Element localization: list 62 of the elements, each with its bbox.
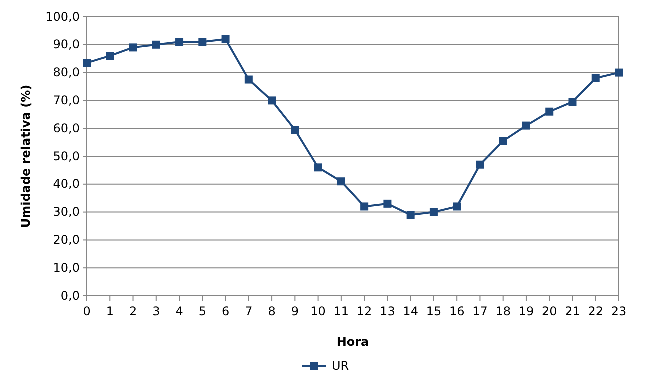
x-tick-label: 2 [129, 304, 138, 319]
point [129, 44, 138, 52]
point [176, 38, 184, 46]
point [430, 208, 438, 216]
x-tick-label: 9 [291, 304, 299, 319]
point [546, 108, 554, 116]
point [314, 164, 322, 172]
y-tick-label: 80,0 [53, 66, 80, 80]
y-tick-label: 20,0 [53, 233, 80, 248]
point [106, 52, 114, 60]
point [244, 76, 253, 84]
x-tick-label: 1 [106, 304, 114, 319]
y-tick-label: 70,0 [53, 94, 80, 108]
x-tick-label: 20 [542, 304, 558, 319]
y-tick-label: 10,0 [53, 260, 80, 275]
x-tick-label: 16 [449, 304, 465, 319]
y-tick-label: 100,0 [46, 10, 80, 24]
point [499, 137, 508, 146]
point [568, 98, 577, 106]
x-tick-label: 15 [426, 304, 442, 319]
x-tick-label: 7 [245, 304, 253, 319]
x-tick-label: 10 [310, 304, 326, 319]
point [222, 35, 230, 44]
point [615, 68, 623, 77]
point [152, 40, 160, 49]
x-axis-title: Hora [336, 335, 370, 349]
point [384, 200, 392, 208]
point [268, 96, 276, 105]
y-tick-label: 50,0 [53, 149, 80, 164]
point [337, 178, 346, 186]
y-axis-title: Umidade relativa (%) [19, 84, 33, 228]
x-tick-label: 3 [152, 304, 160, 319]
x-tick-label: 12 [356, 304, 372, 319]
x-tick-label: 5 [198, 304, 206, 319]
y-tick-label: 60,0 [53, 121, 80, 136]
point [476, 160, 484, 169]
x-tick-label: 6 [222, 304, 230, 319]
point [198, 38, 207, 46]
y-tick-label: 90,0 [53, 38, 80, 52]
x-tick-label: 21 [565, 304, 580, 319]
x-tick-label: 4 [176, 304, 184, 319]
point [592, 74, 600, 82]
x-tick-label: 19 [518, 304, 534, 319]
x-tick-label: 18 [496, 304, 511, 319]
x-tick-label: 17 [472, 304, 488, 319]
x-tick-label: 11 [334, 304, 350, 319]
x-tick-label: 0 [83, 304, 91, 319]
x-tick-label: 8 [268, 304, 276, 319]
point [83, 59, 91, 68]
x-tick-label: 23 [611, 304, 627, 319]
x-tick-label: 13 [380, 304, 396, 319]
point [291, 126, 300, 134]
point [360, 202, 369, 211]
point [522, 122, 530, 130]
x-tick-label: 22 [588, 304, 604, 319]
y-tick-label: 30,0 [53, 205, 80, 220]
y-tick-label: 40,0 [53, 177, 80, 192]
legend-label: UR [332, 359, 350, 373]
point [453, 202, 462, 211]
point [406, 211, 415, 220]
y-tick-label: 0,0 [60, 288, 80, 303]
x-tick-label: 14 [403, 304, 418, 319]
